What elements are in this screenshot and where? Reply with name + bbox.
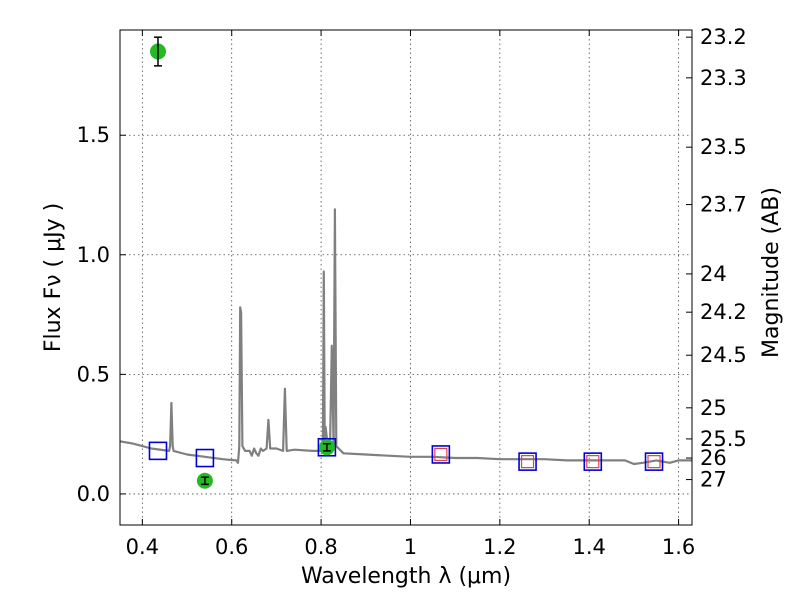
- model-point: [583, 452, 603, 471]
- model-point: [317, 437, 337, 457]
- y-axis-label: Flux Fν ( μJy ): [41, 203, 66, 352]
- x-tick-label: 1.6: [662, 535, 695, 559]
- y-tick-label: 0.5: [77, 362, 110, 386]
- y-tick-label: 0.0: [77, 482, 110, 506]
- y2-tick-label: 23.3: [700, 66, 747, 90]
- model-point-inner: [434, 447, 448, 462]
- grid: [120, 30, 692, 525]
- model-point: [195, 448, 215, 468]
- model-point-inner: [647, 455, 661, 469]
- x-axis-label: Wavelength λ (μm): [301, 564, 511, 589]
- model-point: [518, 452, 537, 471]
- y2-tick-label: 26: [700, 446, 727, 470]
- model-point-inner: [586, 455, 600, 469]
- y2-axis-label: Magnitude (AB): [759, 187, 784, 358]
- x-tick-label: 1.4: [573, 535, 606, 559]
- y2-tick-label: 23.7: [700, 193, 747, 217]
- y-tick-label: 1.0: [77, 243, 110, 267]
- x-tick-label: 1: [404, 535, 417, 559]
- y2-tick-label: 23.5: [700, 135, 747, 159]
- x-tick-label: 0.8: [304, 535, 337, 559]
- y2-tick-label: 27: [700, 468, 727, 492]
- model-point: [431, 445, 451, 464]
- model-point: [644, 452, 664, 471]
- y2-tick-label: 23.2: [700, 25, 747, 49]
- y2-tick-label: 25: [700, 396, 727, 420]
- y2-tick-label: 24: [700, 262, 727, 286]
- model-point-inner: [520, 455, 535, 469]
- y2-tick-label: 24.2: [700, 300, 747, 324]
- y-tick-label: 1.5: [77, 123, 110, 147]
- series-layer: [119, 36, 692, 489]
- x-tick-label: 1.2: [483, 535, 516, 559]
- y2-tick-label: 24.5: [700, 343, 747, 367]
- ticks: 0.4 0.6 0.8 1 1.2 1.4 1.6 0.0 0.5 1.0 1.5 23.2 23.3 2…: [77, 25, 747, 559]
- y2-tick-label: 25.5: [700, 427, 747, 451]
- spectrum-line: [119, 208, 692, 466]
- x-tick-label: 0.6: [215, 535, 248, 559]
- plot-frame: [119, 29, 693, 526]
- model-point: [148, 441, 168, 461]
- x-tick-label: 0.4: [126, 535, 159, 559]
